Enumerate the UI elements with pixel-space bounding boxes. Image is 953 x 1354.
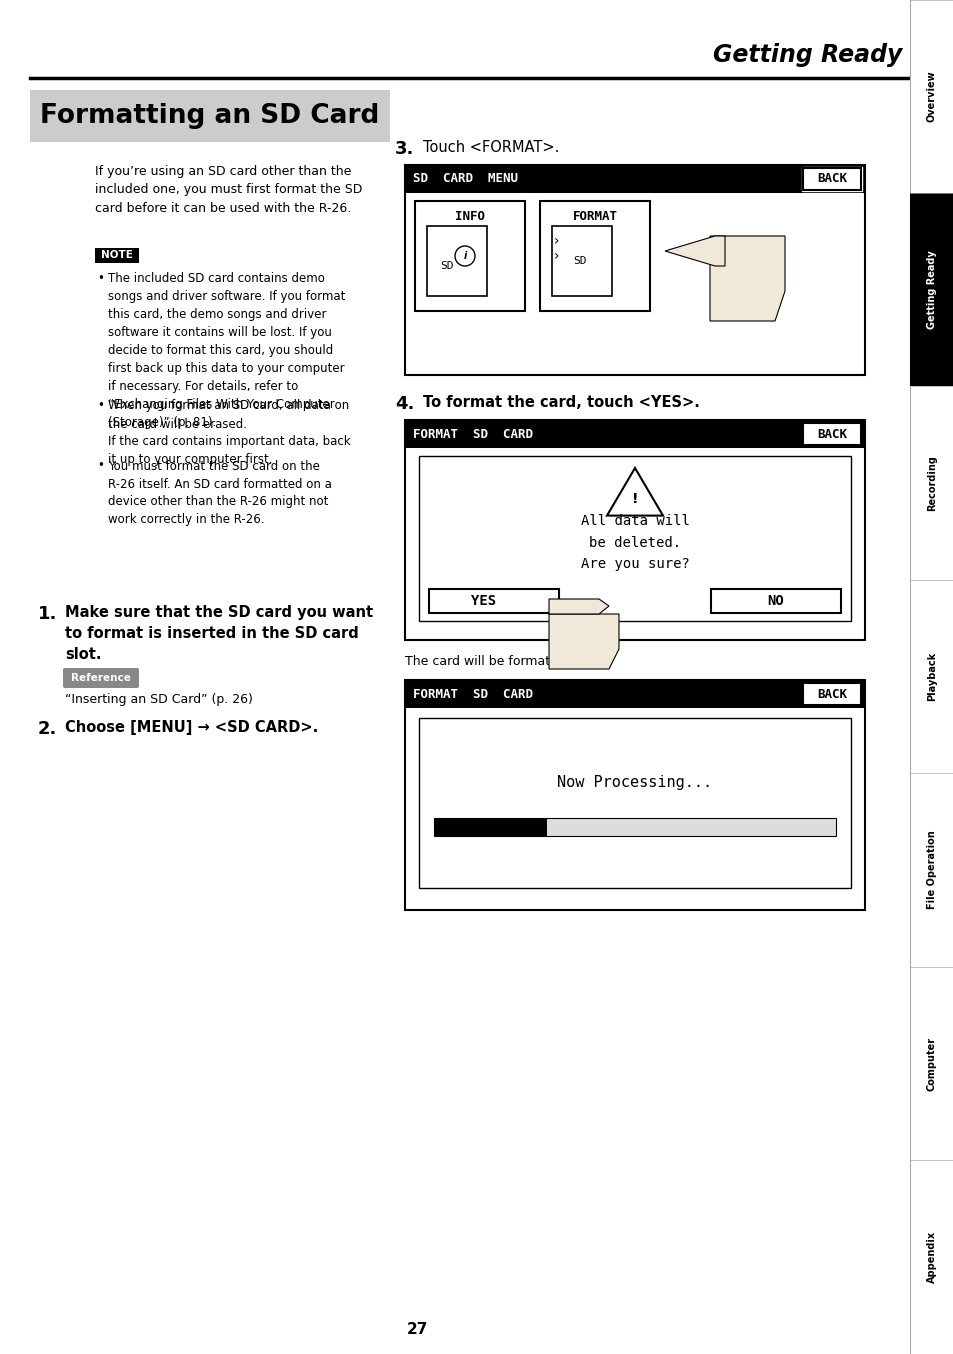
Text: •: • — [97, 272, 104, 284]
Text: 4.: 4. — [395, 395, 414, 413]
Bar — [415, 200, 524, 311]
Text: The included SD card contains demo
songs and driver software. If you format
this: The included SD card contains demo songs… — [108, 272, 345, 429]
Bar — [802, 168, 861, 190]
Bar — [405, 165, 864, 194]
Text: Now Processing...: Now Processing... — [557, 776, 712, 791]
Text: BACK: BACK — [816, 172, 846, 185]
Text: !: ! — [631, 492, 638, 506]
Circle shape — [455, 246, 475, 265]
Text: NO: NO — [767, 594, 783, 608]
Bar — [552, 226, 612, 297]
Text: If you’re using an SD card other than the
included one, you must first format th: If you’re using an SD card other than th… — [95, 165, 362, 215]
Bar — [405, 680, 864, 910]
Bar — [405, 420, 864, 640]
Bar — [418, 718, 850, 888]
Text: Reference: Reference — [71, 673, 131, 682]
Text: NOTE: NOTE — [101, 250, 132, 260]
Text: SD  CARD  MENU: SD CARD MENU — [413, 172, 517, 185]
Bar — [710, 589, 841, 613]
Bar — [429, 589, 558, 613]
Text: Touch <FORMAT>.: Touch <FORMAT>. — [422, 139, 558, 154]
Bar — [405, 165, 864, 375]
Polygon shape — [548, 598, 608, 613]
Text: SD: SD — [439, 261, 454, 271]
Text: Appendix: Appendix — [926, 1231, 936, 1284]
Text: i: i — [463, 250, 466, 261]
Bar — [434, 818, 546, 835]
Bar — [434, 818, 835, 835]
Text: File Operation: File Operation — [926, 830, 936, 910]
Bar — [405, 420, 864, 448]
Text: Overview: Overview — [926, 70, 936, 122]
FancyBboxPatch shape — [63, 668, 139, 688]
Text: All data will
be deleted.
Are you sure?: All data will be deleted. Are you sure? — [580, 515, 689, 571]
Text: 3.: 3. — [395, 139, 414, 158]
Text: FORMAT  SD  CARD: FORMAT SD CARD — [413, 428, 533, 440]
Text: •: • — [97, 459, 104, 473]
Bar — [30, 89, 390, 142]
Text: To format the card, touch <YES>.: To format the card, touch <YES>. — [422, 395, 700, 410]
Polygon shape — [709, 236, 784, 321]
Text: BACK: BACK — [816, 428, 846, 440]
Polygon shape — [606, 468, 662, 516]
Text: FORMAT: FORMAT — [572, 210, 617, 223]
Text: ›: › — [554, 234, 558, 248]
Text: INFO: INFO — [455, 210, 484, 223]
Polygon shape — [664, 236, 724, 265]
Text: “Inserting an SD Card” (p. 26): “Inserting an SD Card” (p. 26) — [65, 693, 253, 705]
Text: FORMAT  SD  CARD: FORMAT SD CARD — [413, 688, 533, 700]
Polygon shape — [548, 613, 618, 669]
Bar — [418, 456, 850, 621]
Bar — [427, 226, 486, 297]
Text: SD: SD — [573, 256, 586, 265]
Text: 2.: 2. — [38, 720, 57, 738]
Bar — [802, 422, 861, 445]
Text: Recording: Recording — [926, 455, 936, 510]
Bar — [95, 248, 139, 263]
Bar — [802, 682, 861, 705]
Text: •: • — [97, 399, 104, 413]
Text: You must format the SD card on the
R-26 itself. An SD card formatted on a
device: You must format the SD card on the R-26 … — [108, 459, 332, 527]
Text: 1.: 1. — [38, 605, 57, 623]
Bar — [909, 0, 953, 1354]
Text: 27: 27 — [406, 1322, 427, 1336]
Text: BACK: BACK — [816, 688, 846, 700]
Text: ›: › — [554, 249, 558, 263]
Text: The card will be formatted.: The card will be formatted. — [405, 655, 574, 668]
Text: Getting Ready: Getting Ready — [712, 43, 901, 66]
Bar — [909, 194, 953, 386]
Bar — [539, 200, 649, 311]
Text: Playback: Playback — [926, 651, 936, 701]
Text: When you format an SD card, all data on
the card will be erased.
If the card con: When you format an SD card, all data on … — [108, 399, 351, 467]
Text: Getting Ready: Getting Ready — [926, 250, 936, 329]
Bar — [405, 680, 864, 708]
Text: Choose [MENU] → <SD CARD>.: Choose [MENU] → <SD CARD>. — [65, 720, 318, 735]
FancyBboxPatch shape — [801, 167, 862, 191]
Text: Formatting an SD Card: Formatting an SD Card — [40, 103, 379, 129]
Text: YES: YES — [471, 594, 497, 608]
Text: Computer: Computer — [926, 1036, 936, 1090]
Text: Make sure that the SD card you want
to format is inserted in the SD card
slot.: Make sure that the SD card you want to f… — [65, 605, 373, 662]
